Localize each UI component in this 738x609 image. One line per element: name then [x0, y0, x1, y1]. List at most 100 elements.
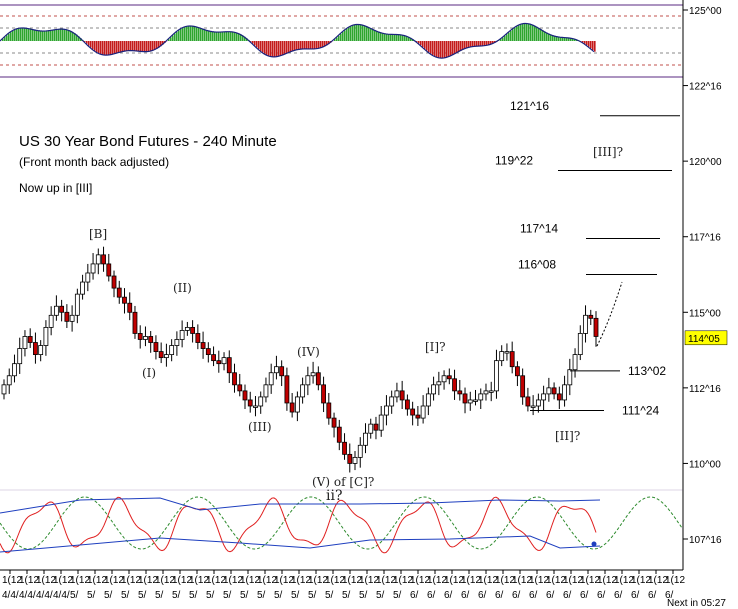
- histogram-bar: [68, 30, 70, 41]
- candle-body: [211, 354, 216, 362]
- histogram-bar: [58, 29, 60, 41]
- histogram-bar: [78, 36, 80, 41]
- wave-label-b: [B]: [89, 227, 107, 241]
- histogram-bar: [108, 41, 110, 56]
- level-label: 113^02: [628, 364, 666, 378]
- candle-body: [74, 293, 80, 316]
- histogram-bar: [428, 41, 430, 53]
- histogram-bar: [360, 24, 362, 41]
- histogram-bar: [554, 35, 556, 41]
- histogram-bar: [432, 41, 434, 56]
- histogram-bar: [210, 31, 212, 41]
- histogram-bar: [114, 41, 116, 54]
- candle-body: [378, 414, 384, 431]
- histogram-bar: [84, 41, 86, 42]
- histogram-bar: [122, 41, 124, 52]
- histogram-bar: [442, 41, 444, 59]
- histogram-bar: [270, 41, 272, 57]
- time-tick-date: 6/: [597, 590, 606, 601]
- cycle-panel: [0, 489, 683, 554]
- time-tick-label: 1(12: [257, 575, 277, 586]
- histogram-bar: [364, 25, 366, 41]
- time-tick-label: 1(12: [291, 575, 311, 586]
- candle-body: [373, 423, 379, 431]
- histogram-bar: [112, 41, 114, 55]
- time-tick-label: 1(12: [70, 575, 90, 586]
- histogram-bar: [564, 37, 566, 41]
- candle-body: [483, 390, 489, 395]
- time-tick-label: 1(12: [155, 575, 175, 586]
- candle-body: [237, 384, 243, 392]
- histogram-bar: [420, 41, 422, 46]
- histogram-bar: [40, 30, 42, 41]
- histogram-bar: [90, 41, 92, 48]
- histogram-bar: [86, 41, 88, 44]
- histogram-bar: [100, 41, 102, 55]
- candle-body: [200, 342, 206, 349]
- time-tick-date: 5/: [172, 590, 181, 601]
- histogram-bar: [50, 30, 52, 41]
- histogram-bar: [534, 25, 536, 41]
- time-tick-label: 1(12: [563, 575, 583, 586]
- time-tick-date: 4/4/: [36, 590, 53, 601]
- candle-body: [33, 342, 38, 356]
- histogram-bar: [326, 41, 328, 46]
- candle-body: [174, 339, 180, 346]
- wave-label-ii: ii?: [326, 488, 342, 504]
- histogram-bar: [478, 41, 480, 47]
- histogram-bar: [236, 32, 238, 41]
- time-tick-label: 1(12: [325, 575, 345, 586]
- histogram-bar: [20, 28, 22, 41]
- histogram-bar: [10, 32, 12, 41]
- wave-label-III-bracket: [III]?: [593, 145, 623, 159]
- histogram-bar: [584, 41, 586, 44]
- histogram-bar: [142, 41, 144, 52]
- histogram-bar: [546, 32, 548, 41]
- histogram-bar: [132, 41, 134, 51]
- histogram-bar: [440, 41, 442, 59]
- histogram-bar: [358, 24, 360, 41]
- histogram-bar: [354, 24, 356, 41]
- time-tick-date: 6/: [563, 590, 572, 601]
- histogram-bar: [446, 41, 448, 58]
- time-tick-date: 6/: [546, 590, 555, 601]
- level-label: 121^16: [510, 99, 549, 113]
- histogram-bar: [178, 30, 180, 41]
- histogram-bar: [390, 34, 392, 41]
- candle-body: [305, 375, 311, 386]
- candle-body: [389, 396, 395, 407]
- histogram-bar: [430, 41, 432, 54]
- level-label: 117^14: [520, 222, 558, 236]
- histogram-bar: [530, 24, 532, 41]
- wave-label-II: (II): [173, 281, 192, 295]
- histogram-bar: [468, 41, 470, 48]
- histogram-bar: [522, 23, 524, 41]
- candle-body: [258, 396, 264, 407]
- histogram-bar: [198, 27, 200, 41]
- histogram-bar: [352, 25, 354, 41]
- histogram-bar: [488, 41, 490, 46]
- histogram-bar: [96, 41, 98, 53]
- time-tick-date: 6/: [512, 590, 521, 601]
- candle-body: [515, 366, 520, 377]
- histogram-bar: [590, 41, 592, 49]
- time-tick-date: 5/: [291, 590, 300, 601]
- candle-body: [342, 441, 347, 455]
- histogram-bar: [172, 35, 174, 41]
- histogram-bar: [66, 29, 68, 41]
- histogram-bar: [572, 38, 574, 41]
- candle-body: [509, 351, 515, 368]
- histogram-bar: [424, 41, 426, 49]
- histogram-bar: [504, 35, 506, 41]
- histogram-bar: [528, 23, 530, 41]
- time-tick-label: 1(12: [223, 575, 243, 586]
- histogram-bar: [328, 41, 330, 45]
- candle-body: [43, 326, 49, 346]
- histogram-bar: [552, 35, 554, 41]
- histogram-bar: [454, 41, 456, 55]
- histogram-bar: [268, 41, 270, 56]
- histogram-bar: [296, 41, 298, 50]
- histogram-bar: [38, 30, 40, 41]
- histogram-bar: [542, 30, 544, 41]
- histogram-bar: [222, 31, 224, 41]
